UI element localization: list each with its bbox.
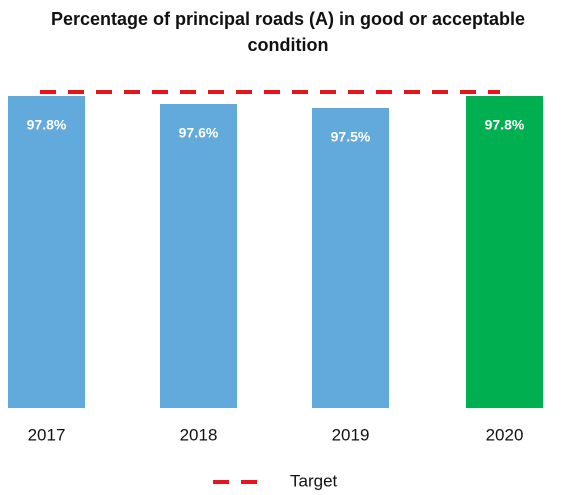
x-tick-label: 2017 <box>28 425 66 444</box>
bar <box>8 96 85 408</box>
x-tick-label: 2020 <box>486 425 524 444</box>
data-label: 97.6% <box>179 125 219 141</box>
chart-title: Percentage of principal roads (A) in goo… <box>50 9 526 55</box>
x-tick-label: 2018 <box>180 425 218 444</box>
data-label: 97.8% <box>485 117 525 133</box>
bar <box>466 96 543 408</box>
data-label: 97.8% <box>27 117 67 133</box>
legend-label: Target <box>290 471 338 490</box>
data-label: 97.5% <box>331 129 371 145</box>
bar <box>312 108 389 408</box>
bar <box>160 104 237 408</box>
x-tick-label: 2019 <box>332 425 370 444</box>
